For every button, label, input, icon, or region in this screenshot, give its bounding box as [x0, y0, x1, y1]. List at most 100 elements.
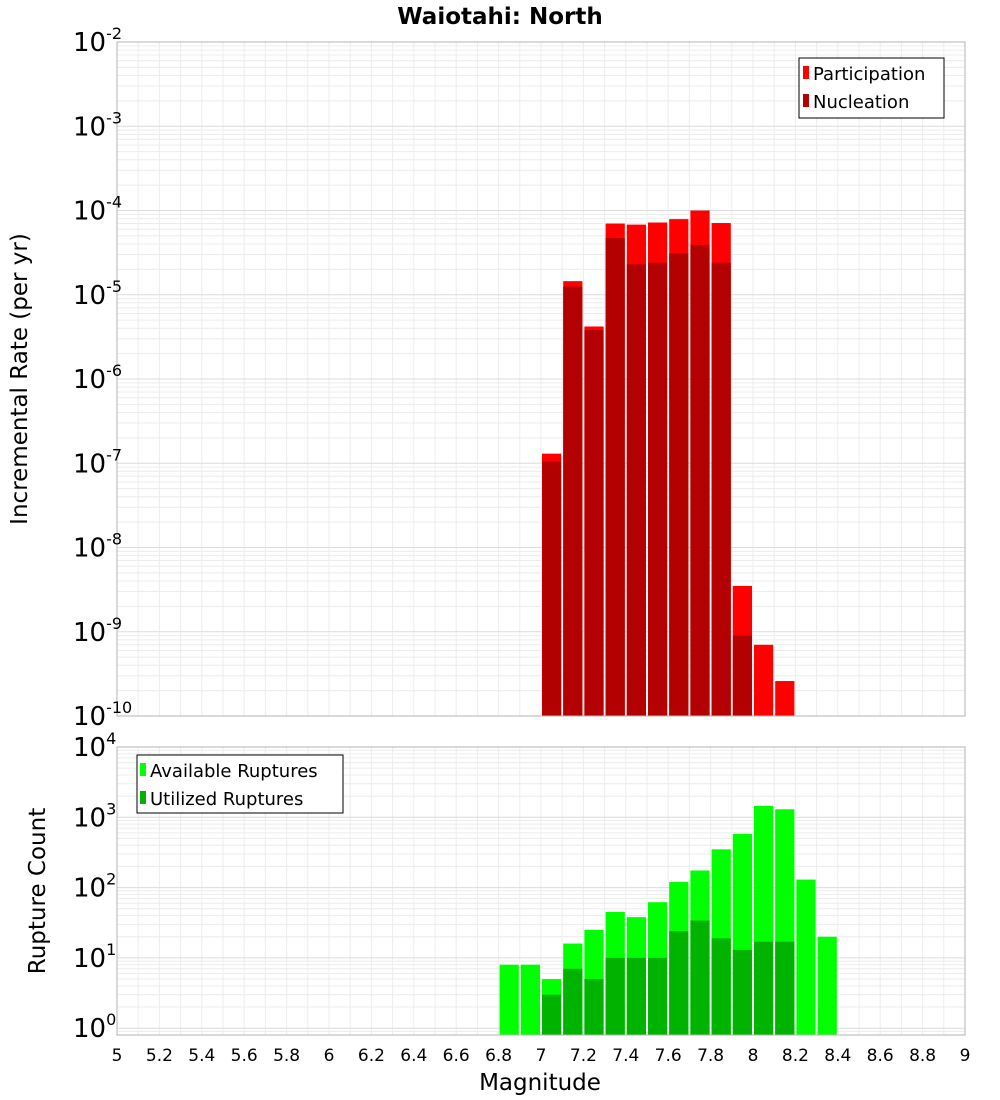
- y-tick-label: 10-5: [73, 277, 122, 311]
- y-tick-exponent: 0: [106, 1010, 116, 1029]
- participation-legend-swatch: [803, 66, 809, 79]
- rate-nucleation-bar: [542, 461, 562, 716]
- y-tick-exponent: -8: [106, 530, 122, 549]
- y-tick-base: 10: [73, 1014, 106, 1044]
- x-tick-label: 7.8: [697, 1046, 724, 1066]
- magnitude-x-ticks: 5 5.2 5.4 5.6 5.8 6 6.2 6.4 6.6 6.8 7 7.2 7.4 7.6 7.8 8…: [112, 1046, 971, 1066]
- y-tick-label: 103: [73, 799, 116, 833]
- count-legend: Available Ruptures Utilized Ruptures: [136, 754, 344, 814]
- y-tick-exponent: 2: [106, 870, 116, 889]
- x-tick-label: 8: [748, 1046, 759, 1066]
- y-tick-base: 10: [73, 197, 106, 227]
- rate-nucleation-bar: [584, 330, 604, 716]
- x-tick-label: 5.2: [146, 1046, 173, 1066]
- count-legend-box: [136, 754, 344, 814]
- x-tick-label: 8.2: [782, 1046, 809, 1066]
- x-tick-label: 7: [536, 1046, 547, 1066]
- utilized-legend-label: Utilized Ruptures: [150, 789, 303, 810]
- count-utilized-ruptures-bar: [563, 968, 583, 1035]
- y-tick-label: 10-10: [73, 698, 132, 732]
- y-tick-label: 10-6: [73, 361, 122, 395]
- rate-y-axis-label: Incremental Rate (per yr): [7, 233, 33, 525]
- y-tick-base: 10: [73, 618, 106, 648]
- count-utilized-ruptures-bar: [711, 938, 731, 1035]
- y-tick-exponent: 3: [106, 799, 116, 818]
- rate-nucleation-bar: [626, 264, 646, 716]
- y-tick-exponent: 4: [106, 729, 116, 748]
- y-tick-base: 10: [73, 803, 106, 833]
- x-tick-label: 5: [112, 1046, 123, 1066]
- count-available-ruptures-bar: [499, 964, 519, 1035]
- y-tick-base: 10: [73, 944, 106, 974]
- nucleation-legend-label: Nucleation: [813, 92, 909, 113]
- x-tick-label: 7.4: [612, 1046, 639, 1066]
- y-tick-label: 10-2: [73, 24, 122, 58]
- nucleation-legend-swatch: [803, 94, 809, 107]
- count-utilized-ruptures-bar: [542, 994, 562, 1035]
- rate-plot-border: [116, 41, 966, 717]
- count-utilized-ruptures-bar: [754, 941, 774, 1035]
- count-utilized-ruptures-bar: [775, 941, 795, 1035]
- y-tick-exponent: -6: [106, 361, 122, 380]
- rate-nucleation-bar: [605, 238, 625, 716]
- count-utilized-ruptures-bar: [626, 957, 646, 1035]
- y-tick-base: 10: [73, 733, 106, 763]
- rate-nucleation-bar: [711, 262, 731, 716]
- y-tick-label: 104: [73, 729, 116, 763]
- utilized-legend-swatch: [140, 791, 146, 804]
- y-tick-base: 10: [73, 449, 106, 479]
- x-axis-label: Magnitude: [479, 1070, 601, 1096]
- count-utilized-ruptures-bar: [605, 957, 625, 1035]
- count-available-ruptures-bar: [796, 879, 816, 1035]
- rate-gridlines: [116, 42, 966, 717]
- rate-legend-box: [798, 57, 945, 119]
- chart-title: Waiotahi: North: [397, 4, 603, 30]
- count-utilized-ruptures-bar: [648, 957, 668, 1035]
- rate-nucleation-bar: [690, 244, 710, 716]
- y-tick-exponent: -7: [106, 445, 122, 464]
- count-utilized-ruptures-bar: [669, 931, 689, 1035]
- count-plot-border: [116, 746, 966, 1036]
- count-utilized-ruptures-bar: [732, 949, 752, 1035]
- y-tick-label: 101: [73, 940, 116, 974]
- rate-participation-bar: [775, 681, 795, 716]
- y-tick-label: 10-3: [73, 108, 122, 142]
- y-tick-label: 10-8: [73, 530, 122, 564]
- x-tick-label: 5.4: [188, 1046, 215, 1066]
- y-tick-exponent: -5: [106, 277, 122, 296]
- x-tick-label: 5.8: [273, 1046, 300, 1066]
- x-tick-label: 6.2: [358, 1046, 385, 1066]
- x-tick-label: 8.8: [909, 1046, 936, 1066]
- y-tick-base: 10: [73, 702, 106, 732]
- y-tick-exponent: -9: [106, 614, 122, 633]
- participation-legend-label: Participation: [813, 64, 925, 85]
- y-tick-label: 100: [73, 1010, 116, 1044]
- y-tick-label: 102: [73, 870, 116, 904]
- y-tick-exponent: -10: [106, 698, 132, 717]
- x-tick-label: 6.4: [400, 1046, 427, 1066]
- count-utilized-ruptures-bar: [690, 920, 710, 1035]
- x-tick-label: 6: [324, 1046, 335, 1066]
- y-tick-exponent: 1: [106, 940, 116, 959]
- rate-nucleation-bar: [669, 253, 689, 716]
- count-available-ruptures-bar: [817, 936, 837, 1035]
- rate-participation-bar: [754, 644, 774, 716]
- rate-nucleation-bar: [648, 262, 668, 716]
- count-available-ruptures-bar: [520, 964, 540, 1035]
- count-utilized-ruptures-bar: [584, 979, 604, 1035]
- count-bars: [499, 805, 837, 1035]
- rate-bars: [542, 210, 795, 717]
- y-tick-label: 10-7: [73, 445, 122, 479]
- x-tick-label: 5.6: [231, 1046, 258, 1066]
- rate-nucleation-bar: [732, 635, 752, 716]
- available-legend-swatch: [140, 763, 146, 776]
- x-tick-label: 7.6: [655, 1046, 682, 1066]
- y-tick-exponent: -4: [106, 193, 122, 212]
- x-tick-label: 8.4: [824, 1046, 851, 1066]
- x-tick-label: 6.8: [485, 1046, 512, 1066]
